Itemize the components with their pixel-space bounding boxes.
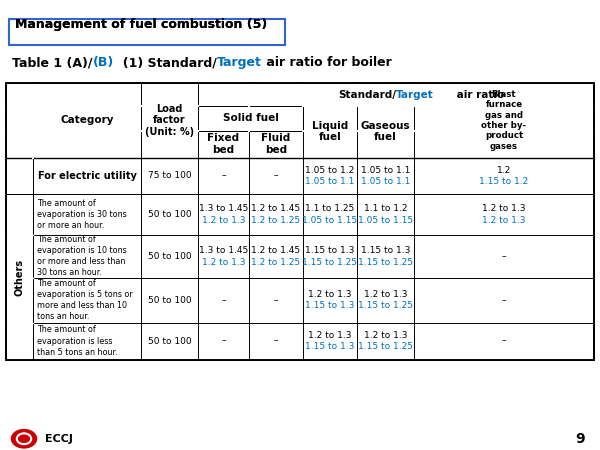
Text: 1.2 to 1.25: 1.2 to 1.25 — [251, 216, 301, 225]
Text: 1.1 to 1.2: 1.1 to 1.2 — [364, 204, 407, 213]
Text: air ratio: air ratio — [453, 90, 504, 99]
Text: –: – — [221, 296, 226, 305]
Text: 50 to 100: 50 to 100 — [148, 296, 191, 305]
Text: 1.15 to 1.3: 1.15 to 1.3 — [305, 246, 355, 255]
Circle shape — [11, 429, 37, 449]
Text: 1.15 to 1.3: 1.15 to 1.3 — [305, 342, 355, 351]
Text: 50 to 100: 50 to 100 — [148, 337, 191, 346]
Text: The amount of
evaporation is 30 tons
or more an hour.: The amount of evaporation is 30 tons or … — [37, 199, 127, 230]
Text: The amount of
evaporation is 10 tons
or more and less than
30 tons an hour.: The amount of evaporation is 10 tons or … — [37, 235, 127, 277]
Text: Target: Target — [396, 90, 434, 99]
Text: Blast
furnace
gas and
other by-
product
gases: Blast furnace gas and other by- product … — [481, 90, 527, 151]
Text: –: – — [274, 296, 278, 305]
Text: Management of fuel combustion (5): Management of fuel combustion (5) — [15, 18, 267, 31]
Text: 1.3 to 1.45: 1.3 to 1.45 — [199, 204, 248, 213]
FancyBboxPatch shape — [9, 19, 285, 45]
Text: ECCJ: ECCJ — [45, 434, 73, 444]
Text: 1.15 to 1.25: 1.15 to 1.25 — [358, 257, 413, 266]
Text: –: – — [274, 337, 278, 346]
Bar — [6, 83, 594, 360]
Text: –: – — [221, 171, 226, 180]
Text: 1.15 to 1.2: 1.15 to 1.2 — [479, 177, 529, 186]
Text: Category: Category — [60, 115, 114, 126]
Text: The amount of
evaporation is less
than 5 tons an hour.: The amount of evaporation is less than 5… — [37, 325, 117, 357]
Text: –: – — [502, 337, 506, 346]
Text: 9: 9 — [575, 432, 585, 446]
Text: The amount of
evaporation is 5 tons or
more and less than 10
tons an hour.: The amount of evaporation is 5 tons or m… — [37, 279, 133, 321]
Bar — [6, 83, 594, 360]
Text: 1.05 to 1.1: 1.05 to 1.1 — [361, 166, 410, 175]
Text: 1.2 to 1.3: 1.2 to 1.3 — [308, 331, 352, 340]
Text: Others: Others — [14, 258, 25, 296]
Text: Load
factor
(Unit: %): Load factor (Unit: %) — [145, 104, 194, 137]
Text: 1.2 to 1.25: 1.2 to 1.25 — [251, 257, 301, 266]
Text: Table 1 (A)/: Table 1 (A)/ — [12, 56, 92, 69]
Text: 1.15 to 1.25: 1.15 to 1.25 — [302, 257, 358, 266]
Text: 1.2 to 1.3: 1.2 to 1.3 — [482, 204, 526, 213]
Text: 1.2: 1.2 — [497, 166, 511, 175]
Text: –: – — [274, 171, 278, 180]
Text: 1.2 to 1.45: 1.2 to 1.45 — [251, 204, 301, 213]
Text: 75 to 100: 75 to 100 — [148, 171, 191, 180]
Text: (B): (B) — [92, 56, 114, 69]
Text: air ratio for boiler: air ratio for boiler — [262, 56, 391, 69]
Text: 1.15 to 1.3: 1.15 to 1.3 — [361, 246, 410, 255]
Text: For electric utility: For electric utility — [38, 171, 136, 181]
Text: 1.3 to 1.45: 1.3 to 1.45 — [199, 246, 248, 255]
Text: 1.2 to 1.3: 1.2 to 1.3 — [202, 257, 245, 266]
Text: Gaseous
fuel: Gaseous fuel — [361, 121, 410, 143]
Text: Fixed
bed: Fixed bed — [208, 133, 239, 155]
Text: 1.05 to 1.1: 1.05 to 1.1 — [305, 177, 355, 186]
Text: 50 to 100: 50 to 100 — [148, 252, 191, 261]
Text: (1) Standard/: (1) Standard/ — [114, 56, 217, 69]
Text: 1.05 to 1.15: 1.05 to 1.15 — [302, 216, 358, 225]
Text: 1.2 to 1.3: 1.2 to 1.3 — [364, 290, 407, 299]
Text: 1.2 to 1.3: 1.2 to 1.3 — [202, 216, 245, 225]
Text: –: – — [502, 252, 506, 261]
Text: 1.15 to 1.3: 1.15 to 1.3 — [305, 302, 355, 310]
Text: 1.2 to 1.45: 1.2 to 1.45 — [251, 246, 301, 255]
Text: Management of fuel combustion (5): Management of fuel combustion (5) — [15, 18, 267, 31]
Text: 1.2 to 1.3: 1.2 to 1.3 — [308, 290, 352, 299]
Text: –: – — [502, 296, 506, 305]
Text: 1.15 to 1.25: 1.15 to 1.25 — [358, 302, 413, 310]
Text: 1.2 to 1.3: 1.2 to 1.3 — [364, 331, 407, 340]
Text: 1.2 to 1.3: 1.2 to 1.3 — [482, 216, 526, 225]
Text: Solid fuel: Solid fuel — [223, 113, 278, 123]
Text: 50 to 100: 50 to 100 — [148, 210, 191, 219]
Text: Liquid
fuel: Liquid fuel — [312, 121, 348, 143]
Text: –: – — [221, 337, 226, 346]
Text: Standard/: Standard/ — [338, 90, 396, 99]
Text: 1.05 to 1.15: 1.05 to 1.15 — [358, 216, 413, 225]
Text: Target: Target — [217, 56, 262, 69]
Text: 1.05 to 1.1: 1.05 to 1.1 — [361, 177, 410, 186]
Text: 1.15 to 1.25: 1.15 to 1.25 — [358, 342, 413, 351]
Bar — [6, 83, 594, 360]
Text: Fluid
bed: Fluid bed — [262, 133, 290, 155]
Text: 1.1 to 1.25: 1.1 to 1.25 — [305, 204, 355, 213]
Text: 1.05 to 1.2: 1.05 to 1.2 — [305, 166, 355, 175]
